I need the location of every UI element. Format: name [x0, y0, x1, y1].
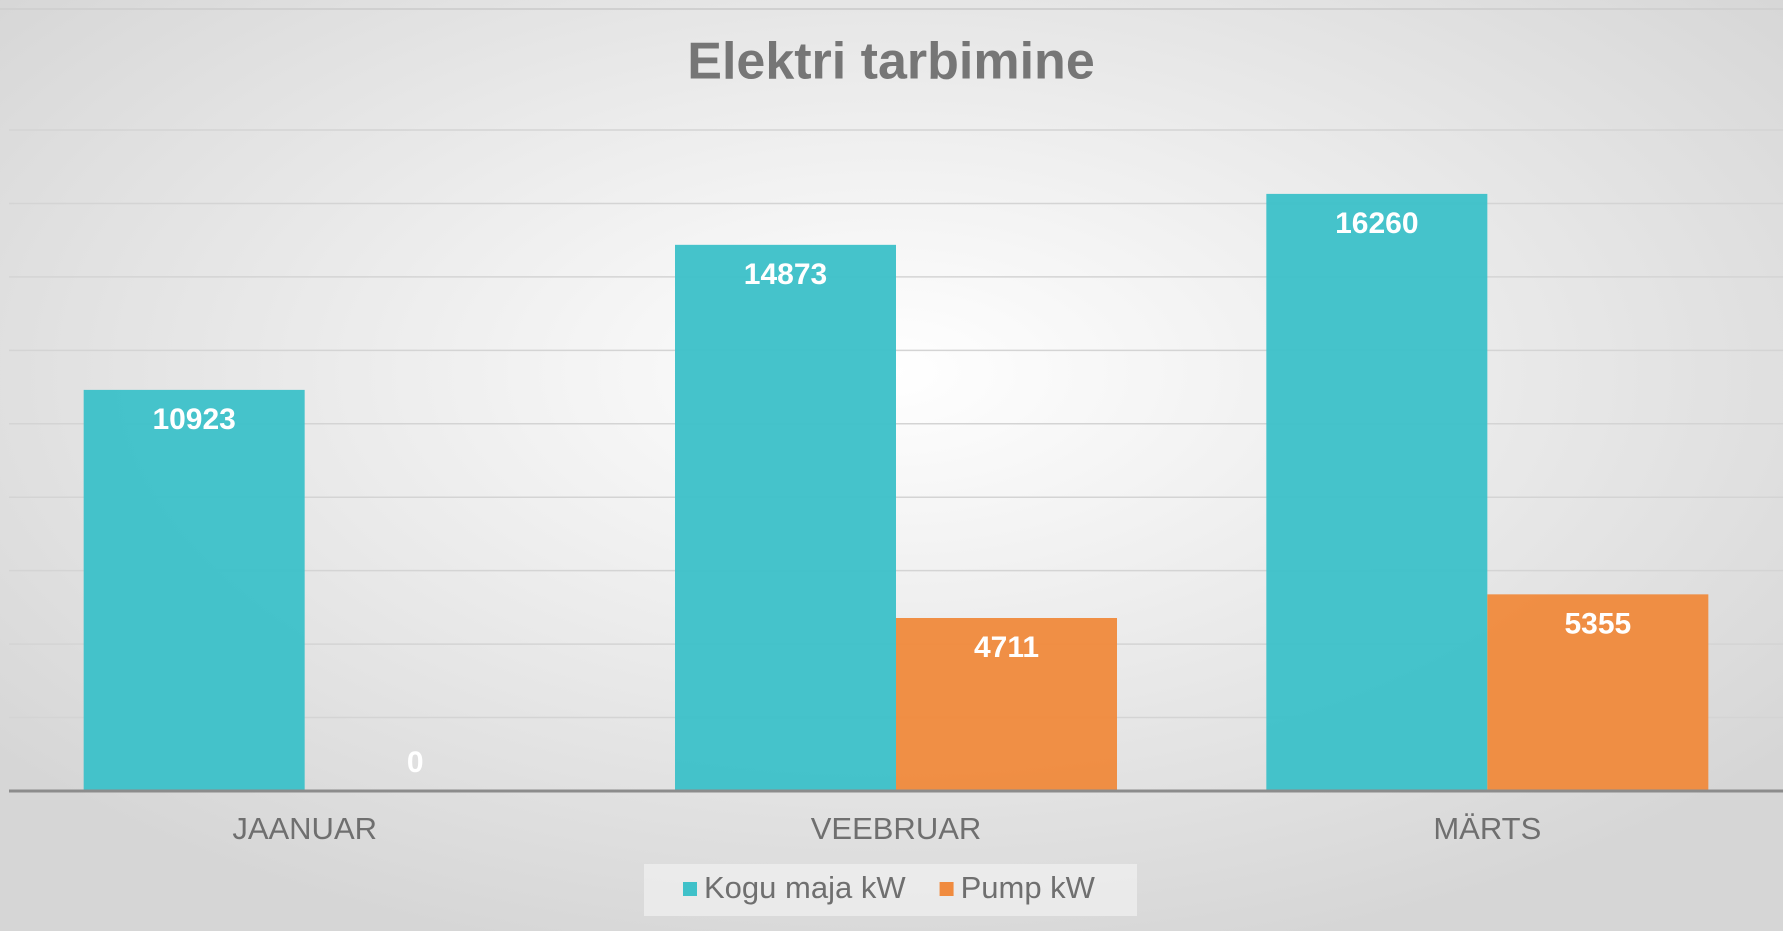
legend-swatch [683, 882, 697, 896]
legend-swatch [939, 882, 954, 896]
data-label: 5355 [1564, 607, 1631, 640]
bar [896, 618, 1117, 791]
data-label: 16260 [1335, 207, 1418, 240]
legend-box [644, 864, 1137, 916]
bar [83, 389, 305, 791]
legend-label: Kogu maja kW [704, 870, 906, 905]
bar [1266, 193, 1488, 791]
chart-title: Elektri tarbimine [687, 33, 1094, 91]
data-label: 4711 [974, 631, 1039, 664]
legend-label: Pump kW [961, 870, 1096, 905]
bar [675, 244, 896, 791]
x-tick-label: JAANUAR [232, 811, 377, 846]
x-tick-label: VEEBRUAR [811, 811, 982, 846]
data-label: 10923 [152, 403, 235, 436]
x-tick-label: MÄRTS [1433, 811, 1541, 846]
data-label: 0 [407, 746, 424, 779]
data-label: 14873 [744, 258, 827, 291]
bar [1487, 594, 1709, 791]
